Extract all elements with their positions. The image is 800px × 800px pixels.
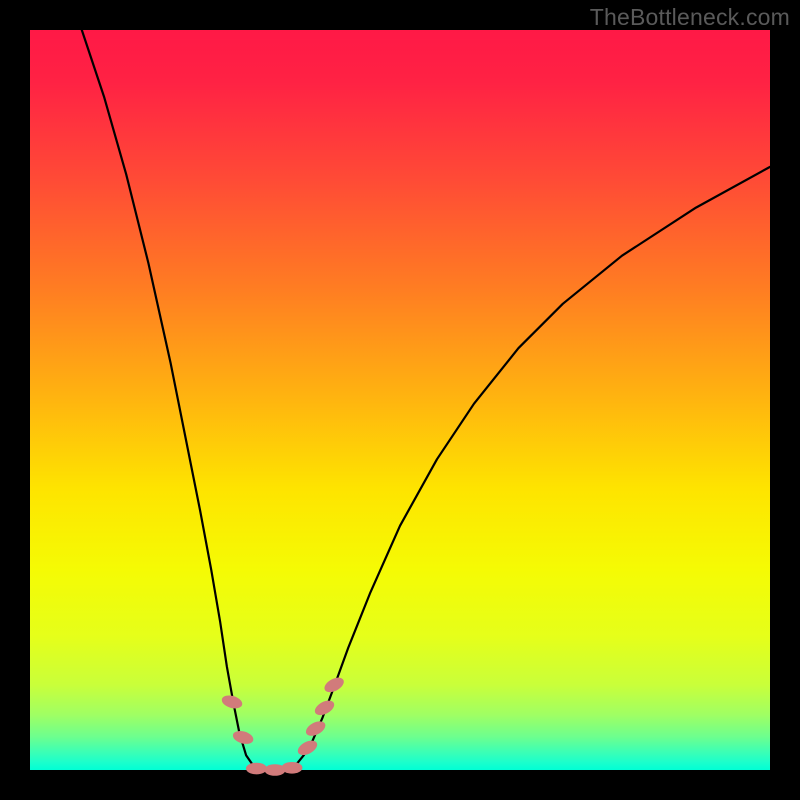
bead-marker bbox=[246, 763, 267, 775]
watermark-text: TheBottleneck.com bbox=[590, 4, 790, 31]
gradient-plot-area bbox=[30, 30, 770, 770]
bead-marker bbox=[281, 762, 302, 774]
bottleneck-curve-chart bbox=[0, 0, 800, 800]
chart-stage: TheBottleneck.com bbox=[0, 0, 800, 800]
